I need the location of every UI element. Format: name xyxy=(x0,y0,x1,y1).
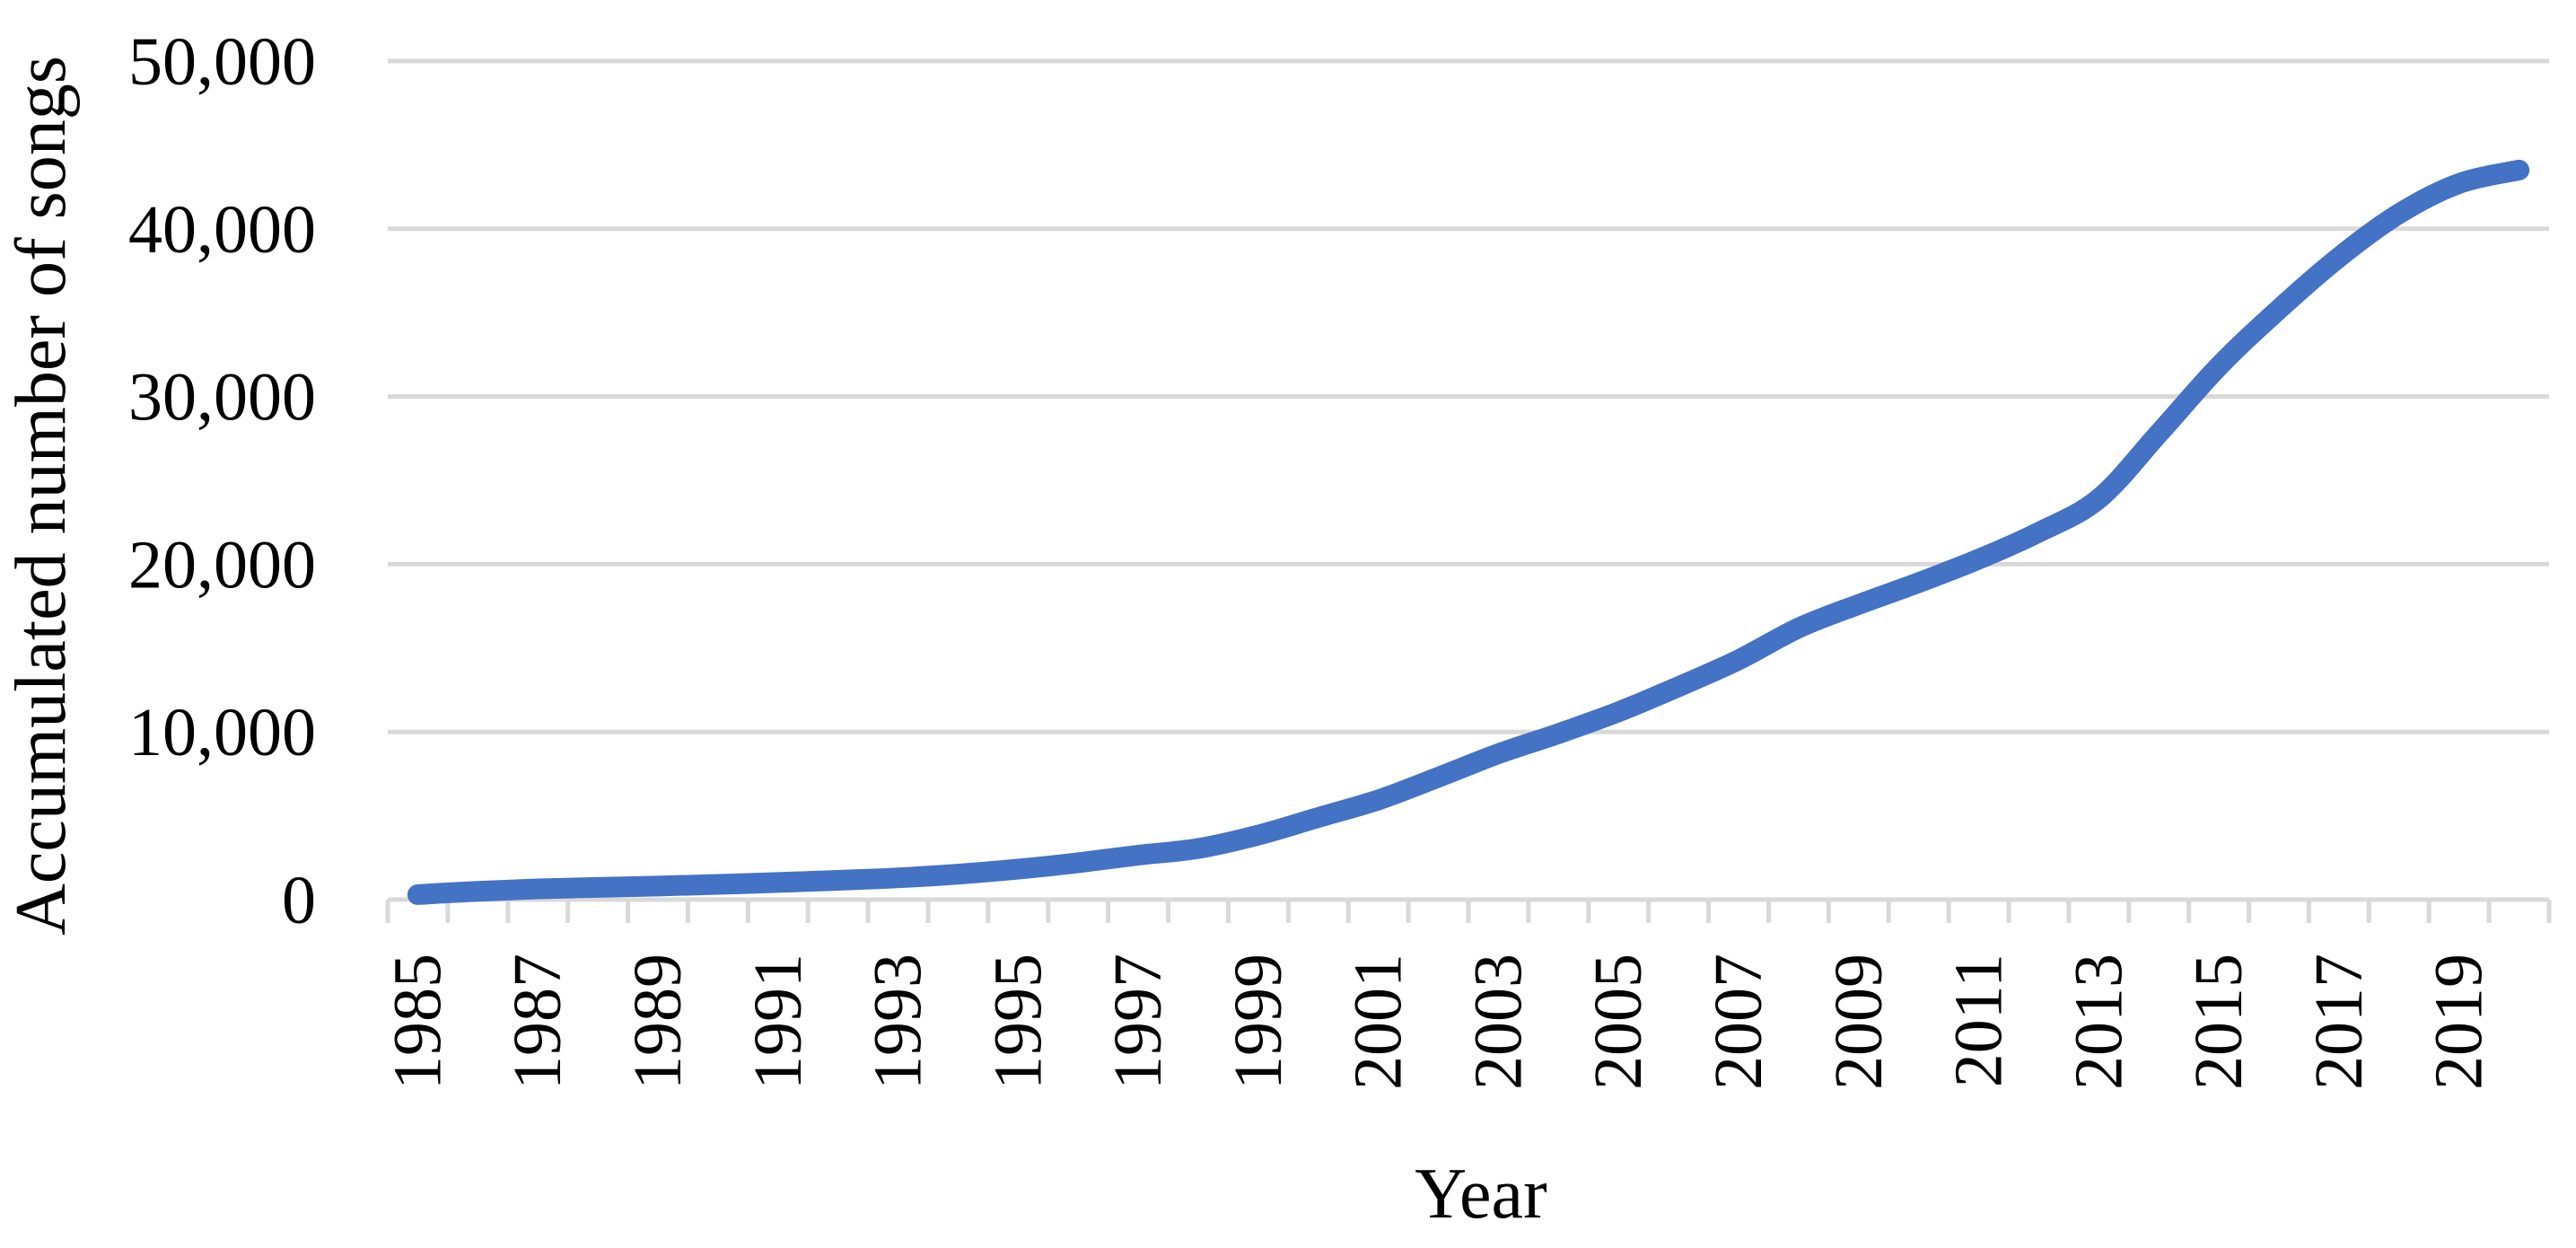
x-tick-label: 2011 xyxy=(1941,954,2017,1087)
x-tick-label: 1999 xyxy=(1221,954,1296,1090)
data-series-group xyxy=(407,159,2530,905)
x-tick-label: 2009 xyxy=(1821,954,1897,1090)
x-tick-label: 1991 xyxy=(740,954,816,1090)
x-tick-label: 2017 xyxy=(2301,954,2377,1090)
x-tick-label: 2001 xyxy=(1341,954,1416,1090)
x-tick-label: 2007 xyxy=(1701,954,1776,1090)
y-tick-labels-group: 0 10,000 20,000 30,000 40,000 50,000 xyxy=(128,24,316,938)
y-tick-label: 10,000 xyxy=(128,695,316,770)
x-tick-label: 1995 xyxy=(980,954,1056,1090)
x-tick-label: 1989 xyxy=(620,954,696,1090)
y-tick-label: 30,000 xyxy=(128,360,316,435)
x-axis-title: Year xyxy=(1415,1155,1546,1234)
y-tick-label: 0 xyxy=(282,863,316,938)
x-tick-label: 2013 xyxy=(2061,954,2136,1090)
y-tick-label: 50,000 xyxy=(128,24,316,100)
x-tick-label: 2003 xyxy=(1460,954,1536,1090)
x-tick-label: 1997 xyxy=(1100,954,1176,1090)
x-tick-labels-group: 1985 1987 1989 1991 1993 1995 1997 1999 2001 2003… xyxy=(380,954,2496,1090)
data-series-line xyxy=(407,159,2530,905)
x-axis-group xyxy=(385,900,2552,923)
x-tick-label: 1993 xyxy=(861,954,936,1090)
x-tick-label: 2005 xyxy=(1581,954,1656,1090)
y-tick-label: 40,000 xyxy=(128,192,316,268)
y-tick-label: 20,000 xyxy=(128,527,316,602)
x-tick-label: 1985 xyxy=(380,954,455,1090)
x-tick-label: 2015 xyxy=(2181,954,2256,1090)
x-tick-label: 2019 xyxy=(2422,954,2497,1090)
x-tick-label: 1987 xyxy=(500,954,575,1090)
y-axis-title: Accumulated number of songs xyxy=(2,56,81,936)
